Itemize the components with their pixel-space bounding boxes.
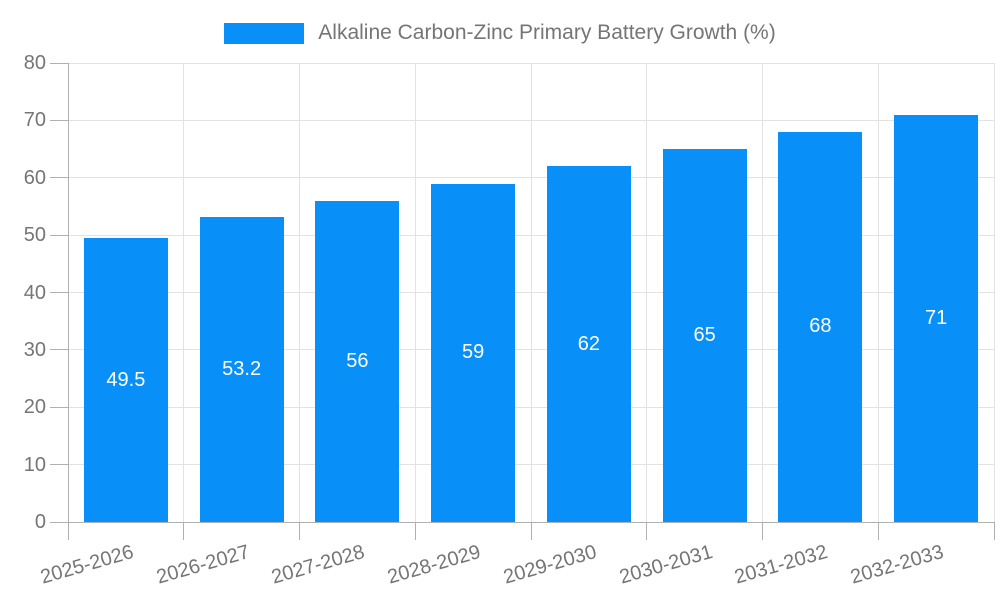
bar-value-label: 62 <box>577 332 600 355</box>
x-tick-mark <box>530 522 532 540</box>
bar-value-label: 71 <box>925 306 948 329</box>
x-axis-line <box>68 522 994 523</box>
bar: 68 <box>778 131 863 522</box>
bar-value-label: 53.2 <box>222 357 262 380</box>
legend-label: Alkaline Carbon-Zinc Primary Battery Gro… <box>318 21 776 44</box>
y-axis-tick-label: 60 <box>23 166 46 189</box>
y-axis-tick-label: 50 <box>23 224 46 247</box>
x-tick-mark <box>993 522 995 540</box>
gridline-vertical <box>530 63 532 522</box>
bar: 65 <box>662 149 747 522</box>
gridline-vertical <box>762 63 763 522</box>
y-axis-tick-label: 70 <box>23 109 46 132</box>
bar-value-label: 49.5 <box>106 368 146 391</box>
bar: 53.2 <box>199 216 284 522</box>
bar: 71 <box>894 114 979 522</box>
bar-value-label: 68 <box>809 315 832 338</box>
bar-value-label: 65 <box>693 324 716 347</box>
gridline-vertical <box>993 63 995 522</box>
x-tick-mark <box>67 522 69 540</box>
bar: 59 <box>431 183 516 522</box>
x-tick-mark <box>646 522 648 540</box>
gridline-vertical <box>646 63 648 522</box>
gridline-vertical <box>299 63 300 522</box>
y-tick-mark <box>50 177 68 179</box>
y-tick-mark <box>50 234 68 236</box>
bar: 56 <box>315 200 400 522</box>
legend: Alkaline Carbon-Zinc Primary Battery Gro… <box>0 21 1000 45</box>
y-axis-tick-label: 80 <box>23 52 46 74</box>
x-tick-mark <box>762 522 763 540</box>
y-axis-tick-label: 30 <box>23 338 46 361</box>
x-tick-mark <box>877 522 879 540</box>
gridline-vertical <box>183 63 185 522</box>
y-axis-tick-label: 10 <box>23 453 46 476</box>
bar-value-label: 56 <box>346 349 369 372</box>
legend-swatch <box>224 22 305 44</box>
gridline-vertical <box>414 63 416 522</box>
y-tick-mark <box>50 464 68 466</box>
y-axis-tick-label: 40 <box>23 281 46 304</box>
y-tick-mark <box>50 119 68 121</box>
y-axis-tick-label: 0 <box>34 511 46 533</box>
y-tick-mark <box>50 349 68 351</box>
gridline-vertical <box>877 63 879 522</box>
bar: 49.5 <box>83 238 168 522</box>
x-tick-mark <box>183 522 185 540</box>
y-tick-mark <box>50 521 68 523</box>
bar: 62 <box>546 166 631 522</box>
x-tick-mark <box>414 522 416 540</box>
y-tick-mark <box>50 62 68 64</box>
y-tick-mark <box>50 292 68 293</box>
bar-value-label: 59 <box>462 341 485 364</box>
x-tick-mark <box>299 522 300 540</box>
y-axis-tick-label: 20 <box>23 396 46 419</box>
y-axis-line <box>68 63 69 522</box>
plot-area: 49.5 53.2 56 59 62 65 68 71 <box>50 62 995 540</box>
y-tick-mark <box>50 406 68 408</box>
